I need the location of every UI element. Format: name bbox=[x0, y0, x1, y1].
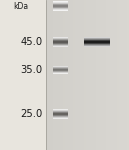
Bar bbox=[79, 0, 82, 150]
Bar bbox=[53, 40, 68, 41]
Bar bbox=[127, 0, 129, 150]
Bar bbox=[75, 0, 77, 150]
Bar bbox=[53, 73, 68, 74]
Bar bbox=[53, 66, 68, 67]
Bar bbox=[100, 0, 102, 150]
Bar bbox=[59, 0, 61, 150]
Bar bbox=[53, 5, 68, 6]
Bar bbox=[98, 0, 100, 150]
Bar bbox=[110, 0, 112, 150]
Text: kDa: kDa bbox=[13, 2, 28, 11]
Bar bbox=[49, 0, 51, 150]
Bar bbox=[106, 0, 108, 150]
Bar bbox=[51, 0, 53, 150]
Bar bbox=[53, 45, 68, 46]
Bar bbox=[53, 118, 68, 119]
Bar bbox=[53, 109, 68, 110]
Bar bbox=[84, 42, 110, 43]
Bar bbox=[53, 116, 68, 117]
Bar bbox=[53, 7, 68, 8]
Bar bbox=[57, 0, 59, 150]
Bar bbox=[53, 113, 68, 114]
Bar bbox=[84, 46, 110, 47]
Text: 25.0: 25.0 bbox=[20, 109, 43, 119]
Bar bbox=[123, 0, 125, 150]
Bar bbox=[53, 3, 68, 4]
Bar bbox=[108, 0, 110, 150]
Bar bbox=[53, 38, 68, 39]
Bar bbox=[84, 41, 110, 42]
Bar bbox=[53, 2, 68, 3]
Bar bbox=[53, 67, 68, 68]
Bar bbox=[53, 112, 68, 113]
Bar bbox=[84, 46, 110, 47]
Bar bbox=[53, 41, 68, 42]
Bar bbox=[53, 71, 68, 72]
Bar bbox=[90, 0, 92, 150]
Bar bbox=[73, 0, 75, 150]
Bar bbox=[86, 0, 88, 150]
Bar bbox=[67, 0, 69, 150]
Bar bbox=[53, 4, 68, 5]
Bar bbox=[53, 111, 68, 112]
Bar bbox=[53, 37, 68, 38]
Bar bbox=[77, 0, 79, 150]
Bar bbox=[46, 0, 49, 150]
Bar bbox=[53, 10, 68, 11]
Bar bbox=[53, 8, 68, 9]
Bar bbox=[84, 39, 110, 40]
Bar bbox=[88, 0, 90, 150]
Bar bbox=[102, 0, 104, 150]
Bar bbox=[96, 0, 98, 150]
Bar bbox=[84, 42, 110, 43]
Bar bbox=[61, 0, 63, 150]
Bar bbox=[53, 72, 68, 73]
Bar bbox=[53, 117, 68, 118]
Bar bbox=[53, 39, 68, 40]
Bar bbox=[63, 0, 65, 150]
Bar bbox=[84, 44, 110, 45]
Bar bbox=[53, 69, 68, 70]
Bar bbox=[53, 68, 68, 69]
Bar bbox=[82, 0, 84, 150]
Bar bbox=[65, 0, 67, 150]
Bar bbox=[53, 110, 68, 111]
Bar bbox=[84, 0, 86, 150]
Bar bbox=[53, 42, 68, 43]
Bar bbox=[84, 45, 110, 46]
Bar bbox=[84, 38, 110, 39]
Bar bbox=[53, 8, 68, 9]
Bar bbox=[53, 6, 68, 7]
Bar bbox=[53, 0, 55, 150]
Bar bbox=[53, 115, 68, 116]
Bar bbox=[71, 0, 73, 150]
Bar bbox=[84, 37, 110, 38]
Text: 45.0: 45.0 bbox=[20, 37, 43, 47]
Bar bbox=[53, 9, 68, 10]
Bar bbox=[119, 0, 121, 150]
Bar bbox=[104, 0, 106, 150]
Bar bbox=[55, 0, 57, 150]
Bar bbox=[125, 0, 127, 150]
Bar bbox=[84, 40, 110, 41]
Bar bbox=[53, 114, 68, 115]
Bar bbox=[112, 0, 115, 150]
Bar bbox=[53, 44, 68, 45]
Bar bbox=[53, 69, 68, 70]
Bar bbox=[117, 0, 119, 150]
Bar bbox=[84, 43, 110, 44]
Bar bbox=[84, 38, 110, 39]
Bar bbox=[121, 0, 123, 150]
Bar bbox=[53, 46, 68, 47]
Bar bbox=[53, 70, 68, 71]
Bar bbox=[115, 0, 117, 150]
Bar bbox=[92, 0, 94, 150]
Bar bbox=[94, 0, 96, 150]
Bar bbox=[69, 0, 71, 150]
Bar bbox=[46, 0, 129, 150]
Text: 35.0: 35.0 bbox=[20, 65, 43, 75]
